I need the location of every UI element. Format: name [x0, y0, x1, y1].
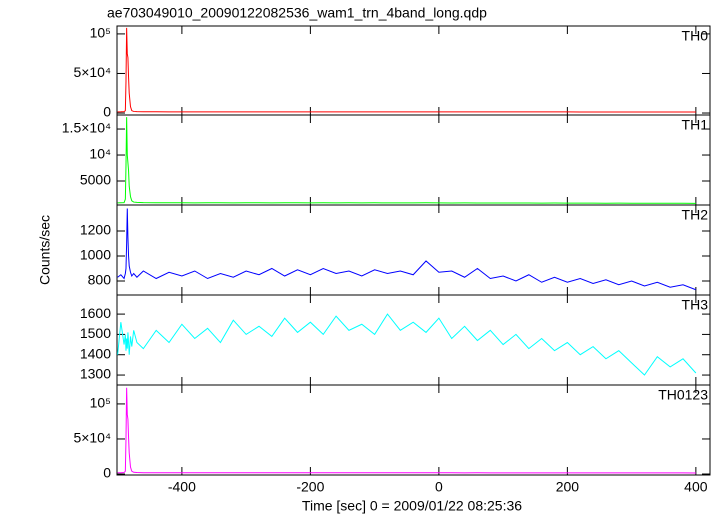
series-label: TH1 — [682, 117, 709, 133]
y-tick-label: 0 — [103, 104, 111, 120]
chart-title: ae703049010_20090122082536_wam1_trn_4ban… — [107, 5, 487, 21]
series-label: TH0123 — [658, 387, 708, 403]
data-line — [117, 387, 696, 474]
y-tick-label: 5×10⁴ — [73, 430, 111, 446]
y-tick-label: 1300 — [80, 366, 111, 382]
data-line — [117, 117, 696, 204]
data-line — [117, 208, 697, 291]
y-tick-label: 10⁵ — [90, 25, 111, 41]
series-label: TH2 — [682, 207, 709, 223]
y-tick-label: 800 — [88, 272, 112, 288]
x-tick-label: -400 — [168, 479, 196, 495]
y-tick-label: 5000 — [80, 172, 111, 188]
y-tick-label: 1.5×10⁴ — [62, 120, 111, 136]
y-tick-label: 1000 — [80, 247, 111, 263]
plot-frame — [116, 384, 711, 476]
plot-frame — [116, 114, 711, 206]
y-tick-label: 0 — [103, 465, 111, 481]
plot-frame — [116, 25, 711, 116]
plot-frame — [116, 204, 711, 296]
y-tick-label: 1600 — [80, 305, 111, 321]
x-tick-label: 0 — [435, 479, 443, 495]
y-axis-label: Counts/sec — [37, 215, 53, 285]
data-line — [117, 313, 697, 376]
x-axis-label: Time [sec] 0 = 2009/01/22 08:25:36 — [302, 498, 522, 514]
y-tick-label: 1200 — [80, 222, 111, 238]
y-tick-label: 5×10⁴ — [73, 64, 111, 80]
y-tick-label: 1500 — [80, 325, 111, 341]
y-tick-label: 1400 — [80, 345, 111, 361]
y-tick-label: 10⁵ — [90, 395, 111, 411]
x-tick-label: 400 — [684, 479, 708, 495]
y-tick-label: 10⁴ — [89, 146, 111, 162]
plot-frame — [116, 294, 711, 386]
series-label: TH3 — [682, 297, 709, 313]
data-line — [117, 27, 696, 113]
series-label: TH0 — [682, 28, 709, 44]
x-tick-label: 200 — [556, 479, 580, 495]
x-tick-label: -200 — [296, 479, 324, 495]
